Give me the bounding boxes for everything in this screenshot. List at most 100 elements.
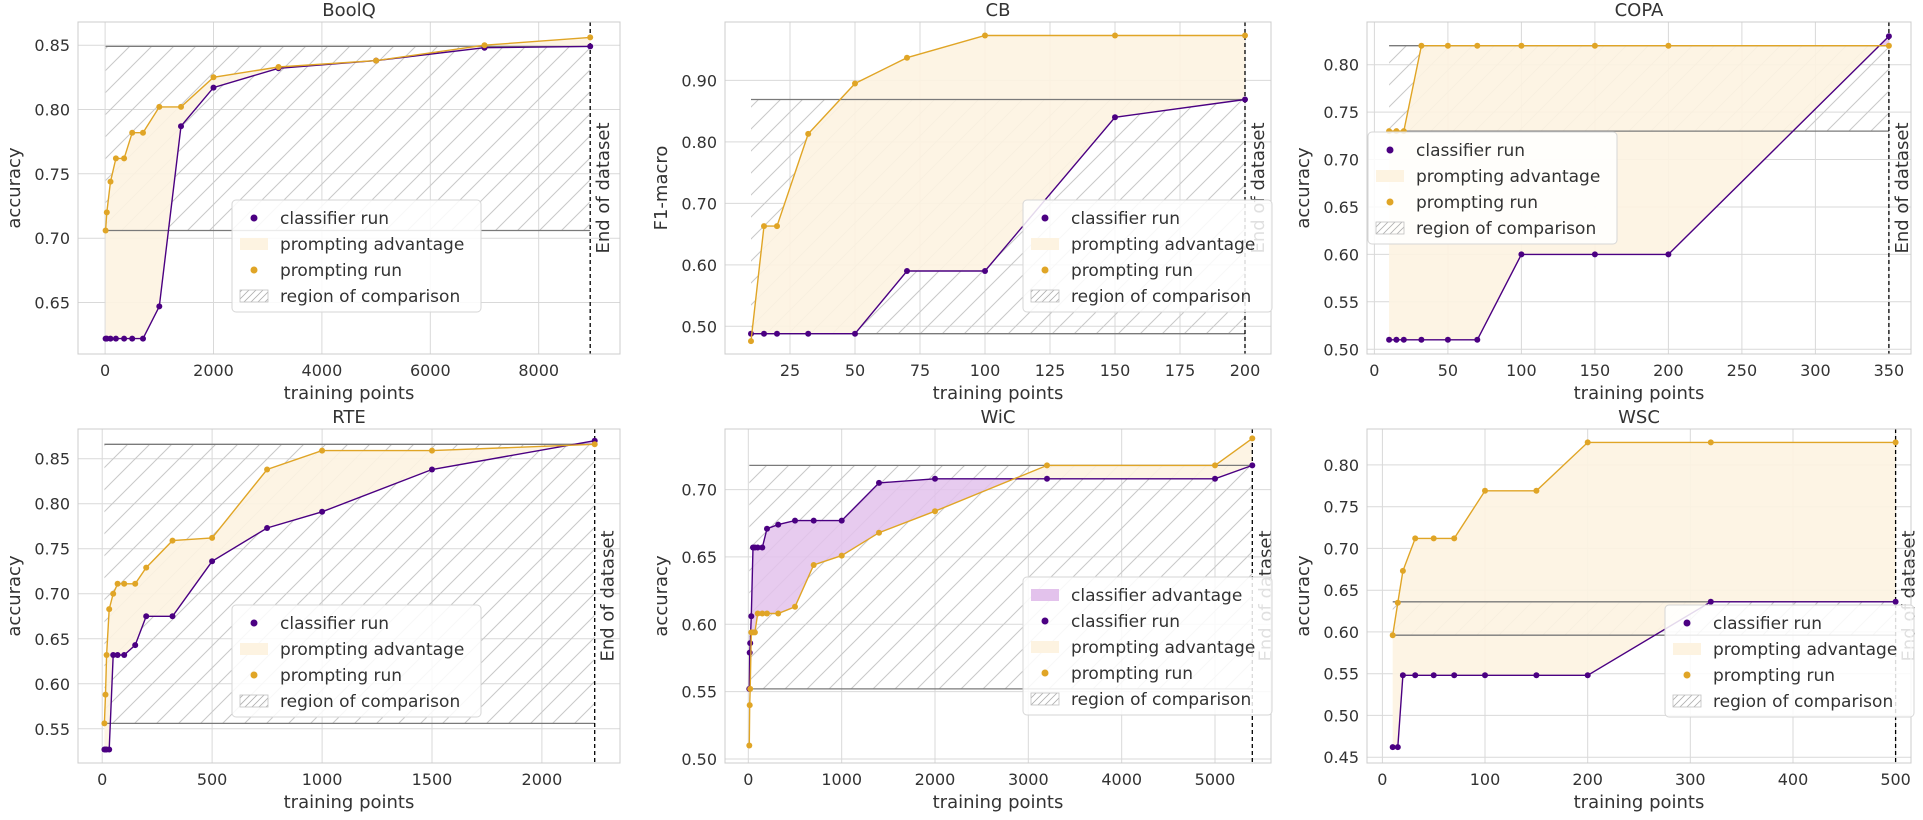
- classifier-run-point: [156, 303, 163, 310]
- legend-swatch-classifier-run: [1683, 619, 1691, 627]
- y-tick-label: 0.55: [1323, 293, 1359, 312]
- legend-label-prompting-advantage: prompting advantage: [280, 235, 464, 255]
- x-axis-label: training points: [1574, 792, 1705, 813]
- legend-label-classifier-run: classifier run: [1416, 141, 1525, 161]
- x-axis-label: training points: [933, 792, 1064, 813]
- classifier-run-point: [319, 508, 326, 515]
- classifier-run-point: [132, 642, 139, 649]
- prompting-run-point: [1474, 42, 1481, 49]
- prompting-run-point: [838, 552, 845, 559]
- y-tick-label: 0.60: [1323, 245, 1359, 264]
- y-tick-label: 0.70: [34, 585, 70, 604]
- prompting-run-point: [107, 178, 114, 185]
- y-tick-label: 0.80: [681, 133, 717, 152]
- classifier-run-point: [1584, 672, 1591, 679]
- y-tick-label: 0.45: [1323, 748, 1359, 767]
- legend-swatch-prompting-advantage: [1031, 238, 1059, 250]
- classifier-run-point: [810, 517, 817, 524]
- prompting-run-point: [792, 603, 798, 610]
- prompting-run-point: [143, 564, 150, 571]
- prompting-run-point: [156, 103, 163, 110]
- classifier-run-point: [774, 330, 780, 337]
- classifier-run-point: [1418, 336, 1425, 343]
- y-tick-label: 0.50: [681, 317, 717, 336]
- prompting-advantage-area: [1389, 45, 1880, 340]
- legend-swatch-classifier-run: [1041, 214, 1049, 222]
- legend-label-classifier-run: classifier run: [1071, 209, 1180, 229]
- x-tick-label: 8000: [518, 361, 559, 380]
- subplot-title: WSC: [1618, 407, 1660, 428]
- legend-label-prompting-run: prompting run: [1071, 261, 1193, 281]
- y-tick-label: 0.60: [681, 615, 717, 634]
- x-tick-label: 250: [1727, 361, 1758, 380]
- legend-swatch-prompting-run: [250, 671, 258, 679]
- x-tick-label: 0: [97, 770, 107, 789]
- subplot-copa: End of dataset 0 50 100 150 200 250 300 350 0.50 0…: [1293, 0, 1913, 404]
- x-tick-label: 125: [1035, 361, 1066, 380]
- legend-box: [1367, 131, 1618, 245]
- legend-label-prompting-advantage: prompting advantage: [280, 640, 464, 660]
- classifier-run-point: [761, 330, 767, 337]
- prompting-run-point: [751, 629, 758, 636]
- prompting-run-point: [1451, 535, 1458, 542]
- classifier-run-point: [1386, 336, 1393, 343]
- classifier-run-point: [1400, 336, 1407, 343]
- prompting-run-point: [747, 685, 754, 692]
- classifier-run-point: [1412, 672, 1419, 679]
- classifier-run-point: [140, 335, 146, 342]
- prompting-run-point: [761, 223, 767, 230]
- prompting-run-point: [805, 130, 812, 137]
- classifier-run-point: [1665, 251, 1672, 258]
- classifier-run-point: [1242, 96, 1248, 103]
- prompting-run-point: [275, 64, 282, 70]
- legend: classifier run prompting advantage prompti…: [231, 199, 482, 313]
- y-tick-label: 0.80: [1323, 56, 1359, 75]
- legend-swatch-prompting-advantage: [240, 643, 268, 655]
- x-tick-label: 100: [1506, 361, 1537, 380]
- prompting-run-point: [746, 742, 753, 749]
- classifier-run-point: [110, 652, 117, 658]
- legend-label-region-of-comparison: region of comparison: [1713, 692, 1893, 712]
- classifier-run-point: [1591, 251, 1598, 258]
- classifier-run-line: [748, 464, 1253, 689]
- legend-swatch-prompting-run: [1683, 671, 1691, 679]
- prompting-run-point: [1444, 42, 1451, 49]
- x-tick-label: 6000: [410, 361, 451, 380]
- legend-swatch-classifier-run: [1041, 617, 1049, 625]
- legend-label-classifier-run: classifier run: [1713, 614, 1822, 634]
- y-tick-label: 0.85: [34, 450, 70, 469]
- x-tick-label: 3000: [1008, 770, 1049, 789]
- x-tick-label: 1000: [821, 770, 862, 789]
- classifier-run-point: [264, 525, 271, 531]
- prompting-run-point: [591, 441, 598, 448]
- legend-swatch-prompting-advantage: [240, 238, 268, 250]
- classifier-run-point: [1399, 672, 1406, 679]
- x-tick-label: 200: [1230, 361, 1261, 380]
- x-tick-label: 50: [845, 361, 865, 380]
- prompting-run-point: [132, 580, 139, 587]
- legend-label-region-of-comparison: region of comparison: [1416, 219, 1596, 239]
- prompting-run-point: [1249, 435, 1256, 442]
- legend-swatch-region: [1375, 221, 1405, 235]
- subplot-title: RTE: [332, 407, 366, 428]
- classifier-run-point: [178, 123, 184, 130]
- prompting-run-point: [169, 537, 176, 544]
- y-tick-label: 0.90: [681, 71, 717, 90]
- axes-frame: [77, 428, 621, 764]
- legend-label-region-of-comparison: region of comparison: [1071, 690, 1251, 710]
- prompting-run-point: [1533, 487, 1540, 494]
- prompting-run-point: [110, 590, 117, 597]
- x-tick-label: 100: [1470, 770, 1501, 789]
- prompting-advantage-area: [1392, 442, 1896, 748]
- x-tick-label: 175: [1165, 361, 1196, 380]
- classifier-run-point: [1249, 462, 1256, 469]
- legend-label-prompting-advantage: prompting advantage: [1071, 638, 1255, 658]
- x-tick-label: 0: [100, 361, 110, 380]
- prompting-run-point: [1707, 439, 1714, 446]
- legend-label-region-of-comparison: region of comparison: [1071, 287, 1251, 307]
- prompting-run-point: [810, 562, 817, 568]
- prompting-run-point: [774, 223, 780, 230]
- y-tick-label: 0.50: [1323, 340, 1359, 359]
- legend-label-region-of-comparison: region of comparison: [280, 692, 460, 712]
